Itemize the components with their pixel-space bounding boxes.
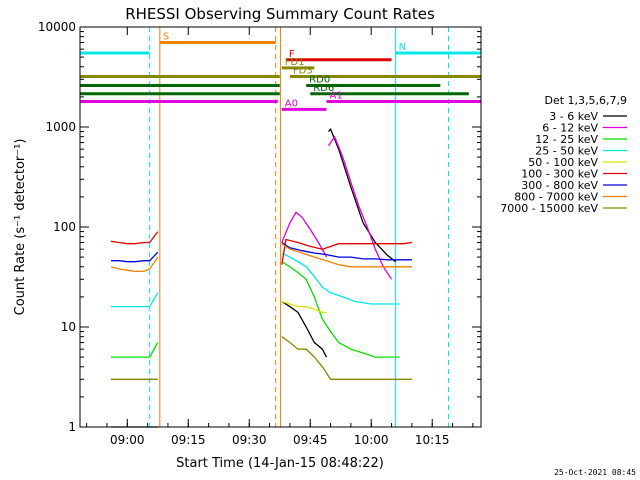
state-label-rd6: RD6 xyxy=(313,83,334,94)
state-label-f: F xyxy=(289,49,295,60)
series-line-800-7000-kev-2 xyxy=(281,243,412,268)
chart-title: RHESSI Observing Summary Count Rates xyxy=(125,5,435,23)
series-line-12-25-kev-1 xyxy=(111,342,159,358)
x-tick-label-09-45: 09:45 xyxy=(293,433,328,447)
legend-label-800-7000-kev: 800 - 7000 keV xyxy=(514,191,598,204)
series-line-25-50-kev-1 xyxy=(111,292,159,308)
y-axis-label: Count Rate (s⁻¹ detector⁻¹) xyxy=(13,139,28,316)
series-line-100-300-kev-1 xyxy=(110,231,159,245)
series-50-100-kev xyxy=(281,300,327,314)
x-tick-label-09-30: 09:30 xyxy=(232,433,267,447)
series-line-25-50-kev-2 xyxy=(281,252,400,305)
series-7000-15000-kev xyxy=(111,336,412,380)
legend-label-7000-15000-kev: 7000 - 15000 keV xyxy=(500,202,598,215)
legend-label-50-100-kev: 50 - 100 keV xyxy=(528,156,598,169)
series-line-7000-15000-kev-2 xyxy=(281,336,412,380)
series-line-3-6-kev-3 xyxy=(328,127,396,263)
y-tick-label-10: 10 xyxy=(61,320,76,334)
data-series xyxy=(110,127,412,428)
legend-label-12-25-kev: 12 - 25 keV xyxy=(535,133,598,146)
legend-label-100-300-kev: 100 - 300 keV xyxy=(521,168,598,181)
y-tick-label-1: 1 xyxy=(68,420,76,434)
footer-timestamp: 25-Oct-2021 08:45 xyxy=(554,468,636,477)
legend-label-3-6-kev: 3 - 6 keV xyxy=(549,110,598,123)
x-axis-label: Start Time (14-Jan-15 08:48:22) xyxy=(176,456,384,471)
series-300-800-kev xyxy=(111,241,412,263)
x-tick-label-10-00: 10:00 xyxy=(354,433,389,447)
state-label-fd3: FD3 xyxy=(293,65,313,76)
series-line-6-12-kev-2 xyxy=(327,135,393,280)
state-label-fd1: FD1 xyxy=(285,57,305,68)
series-100-300-kev xyxy=(110,231,412,265)
state-label-s: S xyxy=(163,31,169,42)
series-line-12-25-kev-2 xyxy=(281,261,400,358)
y-tick-label-100: 100 xyxy=(53,220,76,234)
y-tick-label-1000: 1000 xyxy=(45,120,76,134)
series-6-12-kev xyxy=(281,135,393,280)
state-label-rd0: RD0 xyxy=(309,75,330,86)
legend-title: Det 1,3,5,6,7,9 xyxy=(544,94,627,107)
x-tick-label-10-15: 10:15 xyxy=(415,433,450,447)
legend-label-300-800-kev: 300 - 800 keV xyxy=(521,179,598,192)
series-12-25-kev xyxy=(111,261,400,358)
series-line-6-12-kev-1 xyxy=(281,211,328,258)
axes-ticks: 09:00 09:15 09:30 09:45 10:00 10:15 1 10 100 1000… xyxy=(38,20,481,447)
series-line-300-800-kev-2 xyxy=(281,241,412,261)
y-tick-label-10000: 10000 xyxy=(38,20,76,34)
state-label-n: N xyxy=(399,42,406,53)
series-line-50-100-kev-1 xyxy=(281,300,327,314)
legend-label-6-12-kev: 6 - 12 keV xyxy=(542,122,598,135)
series-line-100-300-kev-2 xyxy=(281,238,412,265)
legend-label-25-50-kev: 25 - 50 keV xyxy=(535,145,598,158)
state-label-a1: A1 xyxy=(330,90,343,101)
series-line-3-6-kev-2 xyxy=(281,300,328,358)
x-tick-label-09-15: 09:15 xyxy=(171,433,206,447)
series-line-800-7000-kev-1 xyxy=(110,256,159,273)
series-3-6-kev xyxy=(111,127,396,428)
series-25-50-kev xyxy=(111,252,400,308)
series-800-7000-kev xyxy=(110,243,412,273)
x-tick-label-09-00: 09:00 xyxy=(110,433,145,447)
state-label-a0: A0 xyxy=(285,98,298,109)
series-line-300-800-kev-1 xyxy=(111,251,159,263)
